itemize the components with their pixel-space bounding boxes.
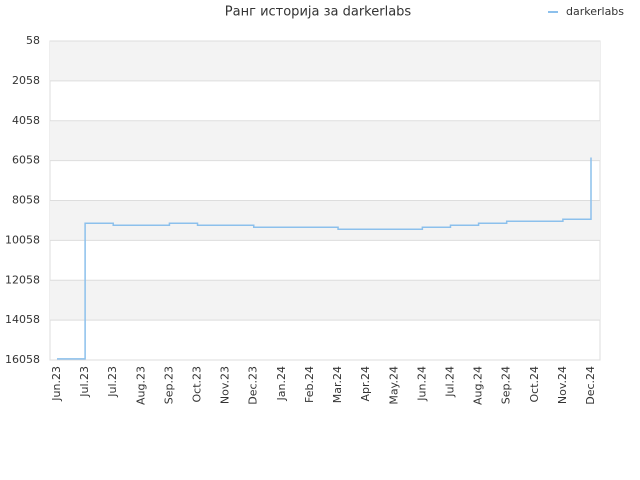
x-tick-label: Aug.23 xyxy=(134,366,147,405)
line xyxy=(57,157,592,360)
x-tick-label: Jan.24 xyxy=(275,366,288,401)
x-tick-label: Nov.23 xyxy=(219,366,232,404)
grid-band xyxy=(50,280,600,321)
legend-label: darkerlabs xyxy=(566,5,624,18)
x-tick-label: Apr.24 xyxy=(359,366,372,402)
x-tick-label: Oct.23 xyxy=(191,366,204,403)
y-tick-label: 10058 xyxy=(5,233,40,246)
x-tick-label: Nov.24 xyxy=(556,366,569,404)
x-tick-label: Aug.24 xyxy=(472,366,485,405)
y-tick-label: 8058 xyxy=(12,194,40,207)
x-tick-label: Oct.24 xyxy=(528,366,541,403)
y-tick-label: 12058 xyxy=(5,273,40,286)
x-tick-label: May.24 xyxy=(387,366,400,405)
y-tick-label: 16058 xyxy=(5,353,40,366)
x-tick-label: Dec.24 xyxy=(584,366,597,405)
x-tick-label: Dec.23 xyxy=(247,366,260,405)
grid-band xyxy=(50,200,600,241)
x-tick-label: Mar.24 xyxy=(331,366,344,403)
y-tick-label: 6058 xyxy=(12,154,40,167)
x-tick-label: Feb.24 xyxy=(303,366,316,403)
x-tick-label: Sep.23 xyxy=(162,366,175,404)
x-tick-label: Jun.24 xyxy=(415,366,428,402)
x-tick-label: Jun.23 xyxy=(50,366,63,402)
y-tick-label: 2058 xyxy=(12,74,40,87)
y-tick-label: 58 xyxy=(26,34,40,47)
y-tick-label: 4058 xyxy=(12,114,40,127)
y-tick-label: 14058 xyxy=(5,313,40,326)
x-tick-label: Jul.24 xyxy=(443,366,456,398)
grid-band xyxy=(50,41,600,81)
x-tick-label: Sep.24 xyxy=(500,366,513,404)
x-tick-label: Jul.23 xyxy=(106,366,119,398)
grid-band xyxy=(50,120,600,161)
chart-title: Ранг историја за darkerlabs xyxy=(225,5,412,20)
x-tick-label: Jul.23 xyxy=(78,366,91,398)
